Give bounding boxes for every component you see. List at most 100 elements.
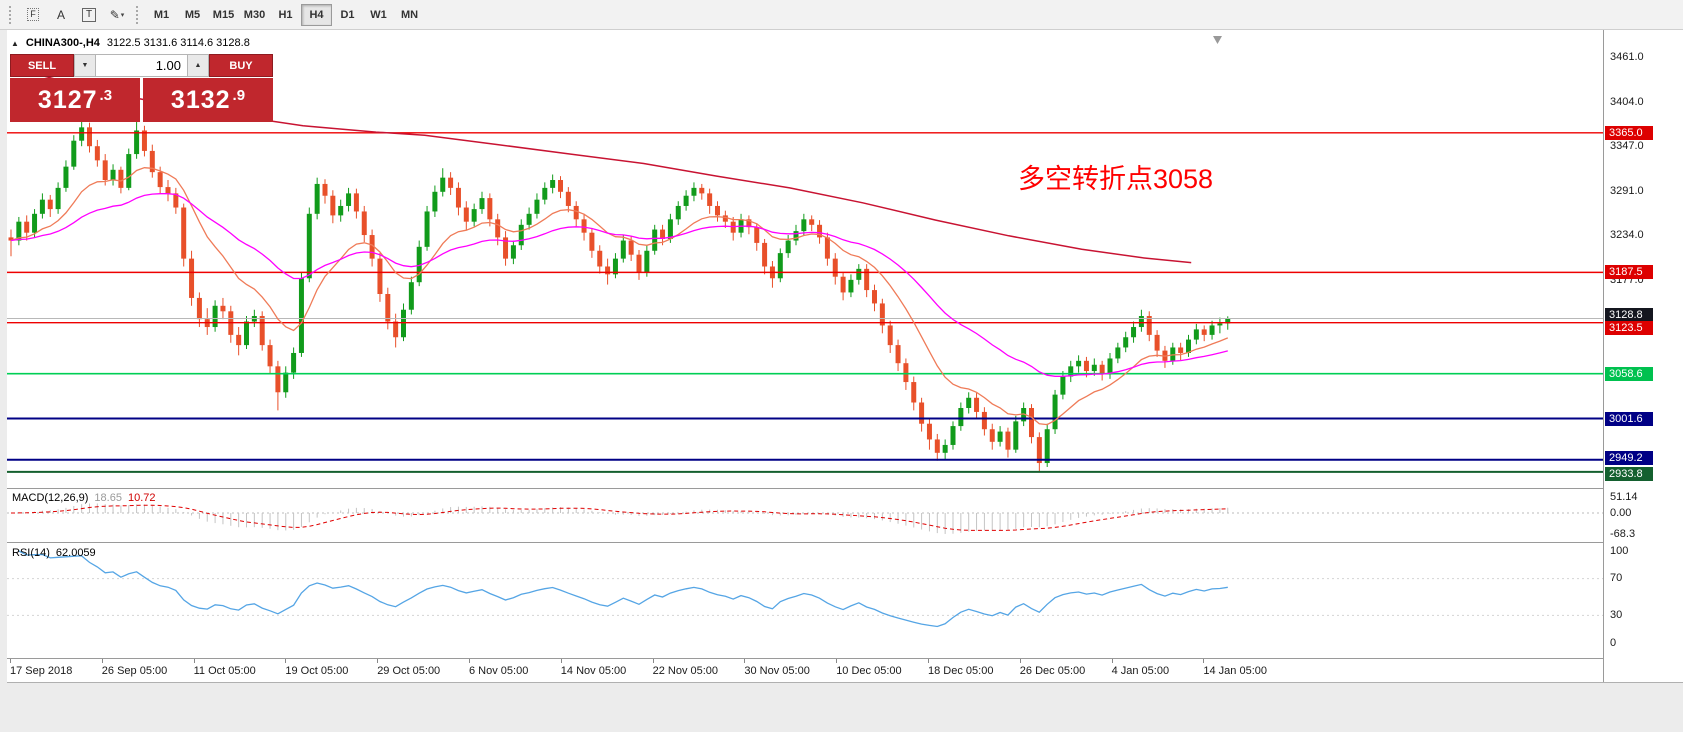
price-axis-tick: 3347.0 <box>1610 140 1644 153</box>
price-level-tag: 3187.5 <box>1605 265 1653 280</box>
price-level-tag: 2933.8 <box>1605 466 1653 481</box>
time-axis-label: 17 Sep 2018 <box>10 665 73 677</box>
timeframe-h1[interactable]: H1 <box>270 4 301 26</box>
macd-name: MACD(12,26,9) <box>12 492 89 504</box>
rsi-axis-tick: 0 <box>1610 636 1617 649</box>
chart-annotation-text: 多空转折点3058 <box>1018 164 1214 194</box>
macd-histogram <box>18 503 1229 534</box>
chart-header: ▲ CHINA300-,H4 3122.5 3131.6 3114.6 3128… <box>11 37 250 49</box>
timeframe-mn[interactable]: MN <box>394 4 425 26</box>
price-level-tag: 2949.2 <box>1605 450 1653 465</box>
time-axis-tickmark <box>836 659 838 663</box>
time-axis-label: 22 Nov 05:00 <box>652 665 719 677</box>
macd-axis-tick: -68.3 <box>1610 527 1636 540</box>
time-axis-tickmark <box>469 659 470 663</box>
time-axis-label: 26 Dec 05:00 <box>1019 665 1086 677</box>
time-axis-tickmark <box>193 659 195 663</box>
ma-fast-coral <box>10 167 1229 426</box>
price-pane[interactable] <box>7 33 1603 488</box>
time-axis-tickmark <box>377 659 379 663</box>
volume-increase-button[interactable]: ▲ <box>187 54 209 77</box>
price-level-tag: 3128.8 <box>1605 307 1653 322</box>
buy-price-main: 3132 <box>170 85 231 114</box>
timeframe-h4[interactable]: H4 <box>301 3 332 26</box>
price-level-tag: 3365.0 <box>1605 125 1653 140</box>
volume-decrease-button[interactable]: ▼ <box>74 54 96 77</box>
buy-price-display[interactable]: 3132 .9 <box>143 78 273 122</box>
sell-button[interactable]: SELL <box>10 54 74 77</box>
time-axis-tickmark <box>928 659 929 663</box>
time-axis-label: 10 Dec 05:00 <box>836 665 902 677</box>
price-level-tag: 3058.6 <box>1605 366 1653 381</box>
text-annotation-icon[interactable]: A <box>47 3 75 27</box>
rsi-indicator-label: RSI(14) 62.0059 <box>12 547 96 559</box>
buy-price-frac: .9 <box>232 87 246 104</box>
rsi-pane[interactable] <box>7 543 1603 658</box>
timeframe-toolbar: M1 M5 M15 M30 H1 H4 D1 W1 MN <box>146 3 425 26</box>
toolbar-grip[interactable] <box>9 5 14 24</box>
time-axis-label: 14 Jan 05:00 <box>1203 665 1268 677</box>
timeframe-d1[interactable]: D1 <box>332 4 363 26</box>
dotted-grid-f-icon[interactable]: F <box>19 3 47 27</box>
volume-input[interactable] <box>96 54 187 77</box>
time-axis-label: 18 Dec 05:00 <box>928 665 994 677</box>
pane-separator[interactable] <box>7 488 1683 489</box>
ma-medium-magenta <box>10 193 1228 377</box>
time-axis-tickmark <box>744 659 746 663</box>
chart-shift-marker[interactable] <box>1213 36 1222 44</box>
macd-signal-line <box>10 504 1228 531</box>
macd-indicator-label: MACD(12,26,9) 18.65 10.72 <box>12 492 155 504</box>
time-axis-tickmark <box>1111 659 1113 663</box>
time-axis-label: 29 Oct 05:00 <box>377 665 441 677</box>
time-axis-label: 11 Oct 05:00 <box>193 665 256 677</box>
text-box-icon[interactable]: T <box>75 3 103 27</box>
rsi-name: RSI(14) <box>12 547 50 559</box>
trade-panel-toggle-icon[interactable]: ▲ <box>11 38 19 48</box>
timeframe-m30[interactable]: M30 <box>239 4 270 26</box>
time-axis-label: 6 Nov 05:00 <box>469 665 529 677</box>
macd-axis-tick: 0.00 <box>1610 506 1632 519</box>
tool-icons-group: F A T ✎ ▾ <box>19 3 131 27</box>
time-axis-label: 30 Nov 05:00 <box>744 665 810 677</box>
price-axis-tick: 3461.0 <box>1610 50 1644 63</box>
rsi-axis-tick: 30 <box>1610 608 1623 621</box>
one-click-trading-panel: SELL ▼ ▲ BUY 3127 .3 3132 .9 <box>10 54 273 122</box>
rsi-line <box>18 550 1228 628</box>
timeframe-w1[interactable]: W1 <box>363 4 394 26</box>
candlestick-series <box>8 117 1231 472</box>
horizontal-level-lines <box>7 132 1603 473</box>
time-axis-label: 26 Sep 05:00 <box>101 665 168 677</box>
rsi-axis-tick: 100 <box>1610 544 1629 557</box>
rsi-axis-tick: 70 <box>1610 572 1623 585</box>
time-axis-label: 4 Jan 05:00 <box>1111 665 1170 677</box>
timeframe-m15[interactable]: M15 <box>208 4 239 26</box>
time-axis-tickmark <box>1019 659 1021 663</box>
sell-price-display[interactable]: 3127 .3 <box>10 78 140 122</box>
toolbar-grip[interactable] <box>136 5 141 24</box>
time-axis[interactable]: 17 Sep 2018 26 Sep 05:00 11 Oct 05:00 19 Oc… <box>7 659 1603 682</box>
macd-main-value: 18.65 <box>94 492 122 504</box>
chart-bottom-edge <box>7 682 1683 683</box>
sell-price-main: 3127 <box>37 85 98 114</box>
price-axis-tick: 3291.0 <box>1610 184 1644 197</box>
rsi-value: 62.0059 <box>55 547 96 559</box>
buy-button[interactable]: BUY <box>209 54 273 77</box>
draw-tools-icon[interactable]: ✎ ▾ <box>103 3 131 27</box>
ohlc-values: 3122.5 3131.6 3114.6 3128.8 <box>106 37 250 49</box>
time-axis-tickmark <box>101 659 103 663</box>
price-level-tag: 3123.5 <box>1605 320 1653 335</box>
timeframe-m1[interactable]: M1 <box>146 4 177 26</box>
price-axis[interactable]: 3461.0 3404.0 3347.0 3291.0 3234.0 3177.0 3365… <box>1603 30 1683 682</box>
pane-separator[interactable] <box>7 542 1683 543</box>
timeframe-m5[interactable]: M5 <box>177 4 208 26</box>
time-axis-tickmark <box>652 659 654 663</box>
sell-price-frac: .3 <box>99 87 113 104</box>
price-axis-tick: 3234.0 <box>1610 229 1644 242</box>
pane-separator[interactable] <box>7 658 1683 659</box>
time-axis-tickmark <box>1203 659 1205 663</box>
macd-pane[interactable] <box>7 489 1603 542</box>
time-axis-tickmark <box>285 659 287 663</box>
price-level-tag: 3001.6 <box>1605 411 1653 426</box>
macd-signal-value: 10.72 <box>127 492 156 504</box>
time-axis-label: 19 Oct 05:00 <box>285 665 349 677</box>
